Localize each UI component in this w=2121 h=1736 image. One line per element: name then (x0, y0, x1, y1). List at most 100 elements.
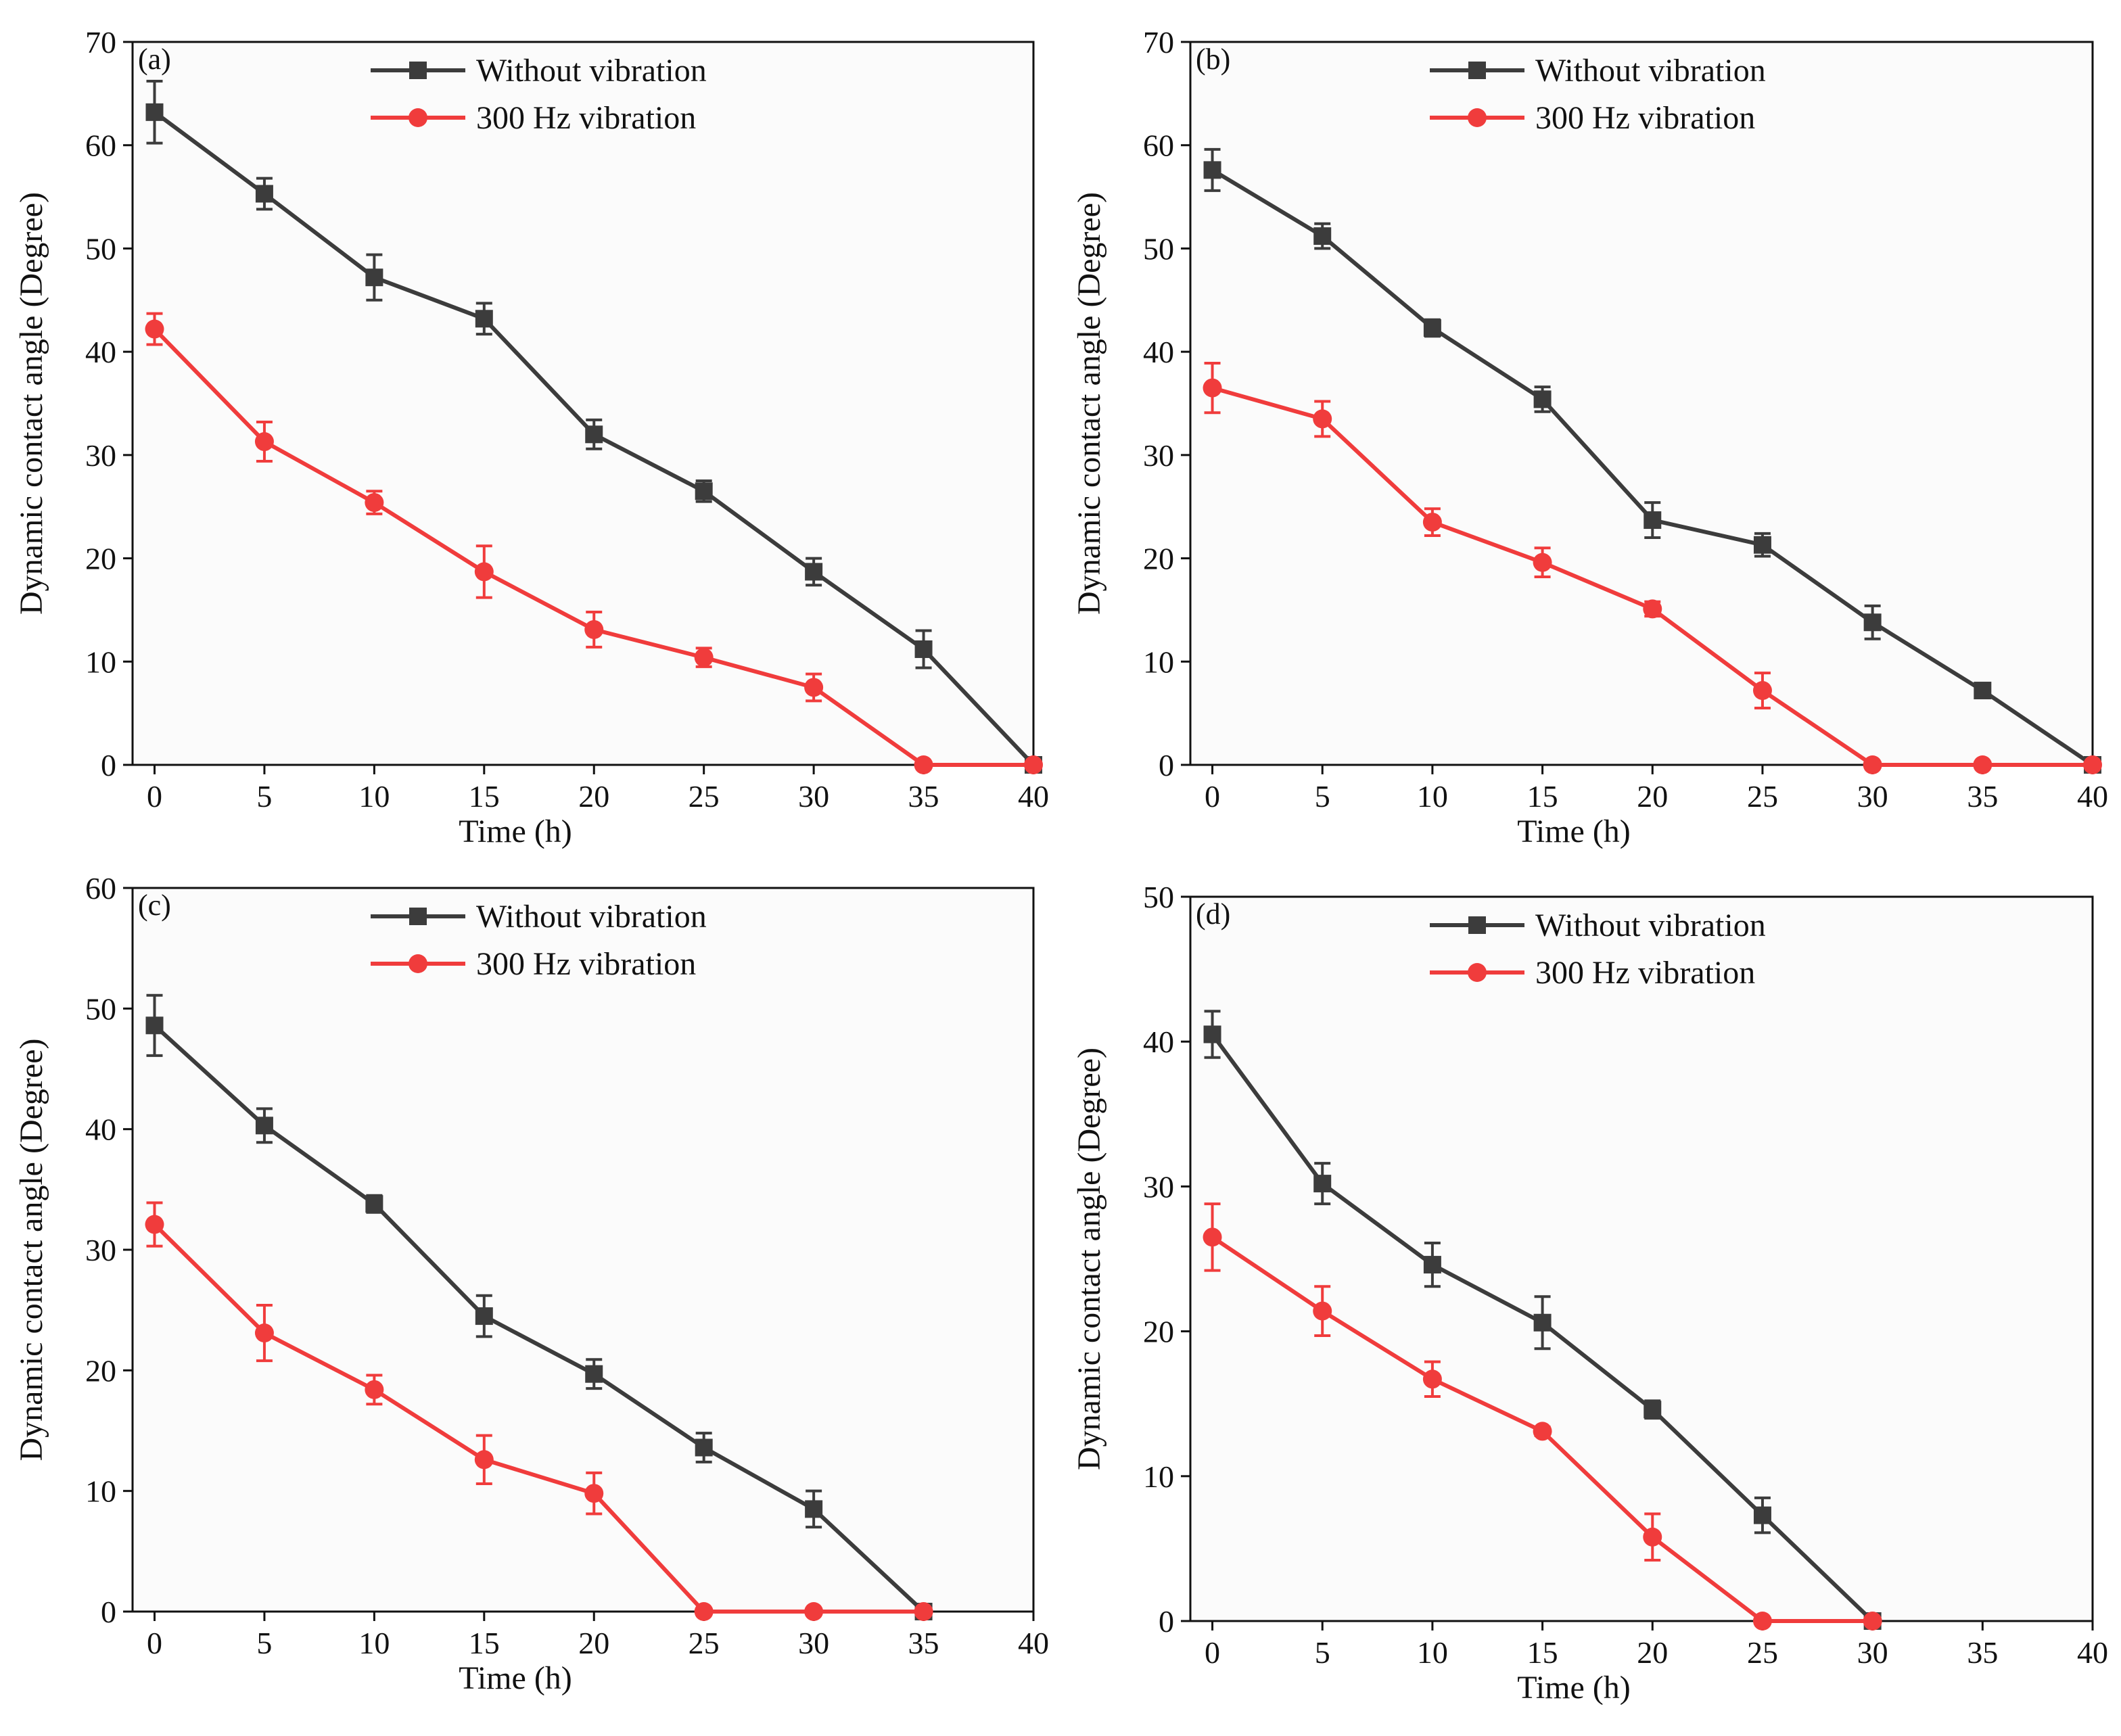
chart-panel-c: 0 5 10 15 20 25 30 35 40 0 10 20 30 40 50 60 Time (h) Dyn… (14, 871, 1049, 1696)
x-tick-label: 30 (1857, 1635, 1888, 1670)
data-point-square (695, 1438, 713, 1457)
y-tick-label: 0 (1159, 1604, 1174, 1639)
x-tick-label: 10 (1417, 1635, 1448, 1670)
data-point-circle (474, 562, 494, 582)
legend-label: Without vibration (476, 53, 707, 89)
series-line (153, 1024, 925, 1614)
data-point-circle (2083, 755, 2102, 774)
y-tick-label: 60 (85, 871, 116, 906)
data-point-square (1533, 1313, 1552, 1332)
x-tick-label: 15 (469, 1626, 500, 1660)
legend-label: 300 Hz vibration (1535, 100, 1755, 136)
data-point-circle (694, 648, 714, 667)
legend-marker-square (409, 908, 427, 925)
y-axis-title: Dynamic contact angle (Degree) (1071, 192, 1107, 615)
x-tick-label: 30 (798, 779, 829, 814)
x-tick-label: 10 (358, 1626, 390, 1660)
data-point-circle (804, 678, 824, 697)
data-point-square (585, 425, 603, 444)
y-tick-label: 40 (1143, 1025, 1174, 1059)
x-tick-label: 0 (147, 1626, 162, 1660)
x-tick-label: 20 (1637, 1635, 1668, 1670)
legend-label: Without vibration (1535, 53, 1766, 89)
x-tick-label: 20 (578, 1626, 609, 1660)
data-point-square (1644, 511, 1662, 530)
legend-marker-circle (1468, 963, 1487, 982)
plot-area (1189, 895, 2094, 1622)
data-point-circle (145, 1215, 164, 1234)
y-tick-label: 20 (1143, 1315, 1174, 1349)
x-tick-label: 40 (1018, 779, 1049, 814)
data-point-circle (1024, 755, 1043, 774)
data-point-square (914, 640, 933, 658)
x-tick-label: 0 (1205, 1635, 1220, 1670)
y-tick-label: 40 (85, 1112, 116, 1147)
y-tick-label: 40 (1143, 335, 1174, 369)
x-tick-label: 5 (256, 1626, 272, 1660)
plot-area (1189, 41, 2094, 766)
data-point-square (1203, 1025, 1221, 1043)
x-tick-label: 30 (798, 1626, 829, 1660)
y-tick-label: 30 (1143, 1169, 1174, 1204)
data-point-circle (1643, 599, 1662, 619)
x-tick-label: 15 (1527, 779, 1558, 814)
data-point-circle (914, 1602, 933, 1621)
legend-label: 300 Hz vibration (476, 946, 696, 982)
data-point-square (255, 1117, 273, 1135)
legend-marker-circle (1468, 108, 1487, 127)
x-tick-label: 40 (1018, 1626, 1049, 1660)
data-point-circle (1863, 1612, 1882, 1631)
series-without-vibration: Without vibration (1203, 53, 2101, 774)
x-tick-label: 25 (1747, 1635, 1778, 1670)
legend-label: 300 Hz vibration (1535, 955, 1755, 991)
data-point-square (1863, 613, 1882, 632)
data-point-circle (804, 1602, 824, 1621)
chart-panel-b: 0 5 10 15 20 25 30 35 40 0 10 20 30 40 50 60 70 Time (h) D… (1071, 25, 2108, 849)
series-300hz-vibration: 300 Hz vibration (1203, 955, 1882, 1631)
x-tick-label: 40 (2077, 779, 2108, 814)
x-tick-label: 5 (256, 779, 272, 814)
data-point-square (1753, 1506, 1771, 1524)
data-point-circle (1313, 1301, 1332, 1321)
x-tick-label: 0 (1205, 779, 1220, 814)
data-point-circle (584, 1484, 604, 1503)
y-tick-label: 0 (101, 1595, 116, 1629)
series-300hz-vibration: 300 Hz vibration (145, 946, 933, 1621)
series-300hz-vibration: 300 Hz vibration (1203, 100, 2102, 774)
y-tick-label: 30 (85, 1233, 116, 1267)
data-point-square (1313, 227, 1332, 245)
y-axis-title: Dynamic contact angle (Degree) (14, 192, 49, 615)
x-tick-label: 0 (147, 779, 162, 814)
legend-marker-circle (409, 108, 427, 127)
data-point-circle (1533, 1422, 1552, 1441)
data-point-square (1533, 390, 1552, 408)
x-tick-label: 5 (1315, 779, 1330, 814)
data-point-circle (1752, 1612, 1772, 1631)
y-tick-label: 50 (1143, 231, 1174, 266)
data-point-square (1974, 682, 1992, 700)
data-point-circle (254, 432, 274, 452)
data-point-circle (1422, 513, 1442, 532)
data-point-circle (365, 493, 384, 513)
y-tick-label: 60 (1143, 128, 1174, 163)
plot-area (131, 41, 1035, 766)
data-point-square (585, 1365, 603, 1383)
data-point-circle (1313, 409, 1332, 429)
data-point-circle (584, 619, 604, 639)
x-tick-label: 30 (1857, 779, 1888, 814)
series-300hz-vibration: 300 Hz vibration (145, 100, 1043, 774)
data-point-circle (1203, 1227, 1222, 1247)
legend-marker-square (1468, 62, 1486, 79)
panel-label: (b) (1196, 43, 1230, 76)
data-point-square (1423, 1256, 1441, 1274)
data-point-circle (145, 319, 164, 339)
data-point-circle (1752, 681, 1772, 701)
data-point-square (365, 268, 383, 287)
y-tick-label: 20 (85, 542, 116, 576)
data-point-square (365, 1195, 383, 1213)
data-point-square (1644, 1401, 1662, 1419)
series-without-vibration: Without vibration (1203, 908, 1882, 1630)
legend-label: Without vibration (476, 899, 707, 935)
x-tick-label: 10 (358, 779, 390, 814)
